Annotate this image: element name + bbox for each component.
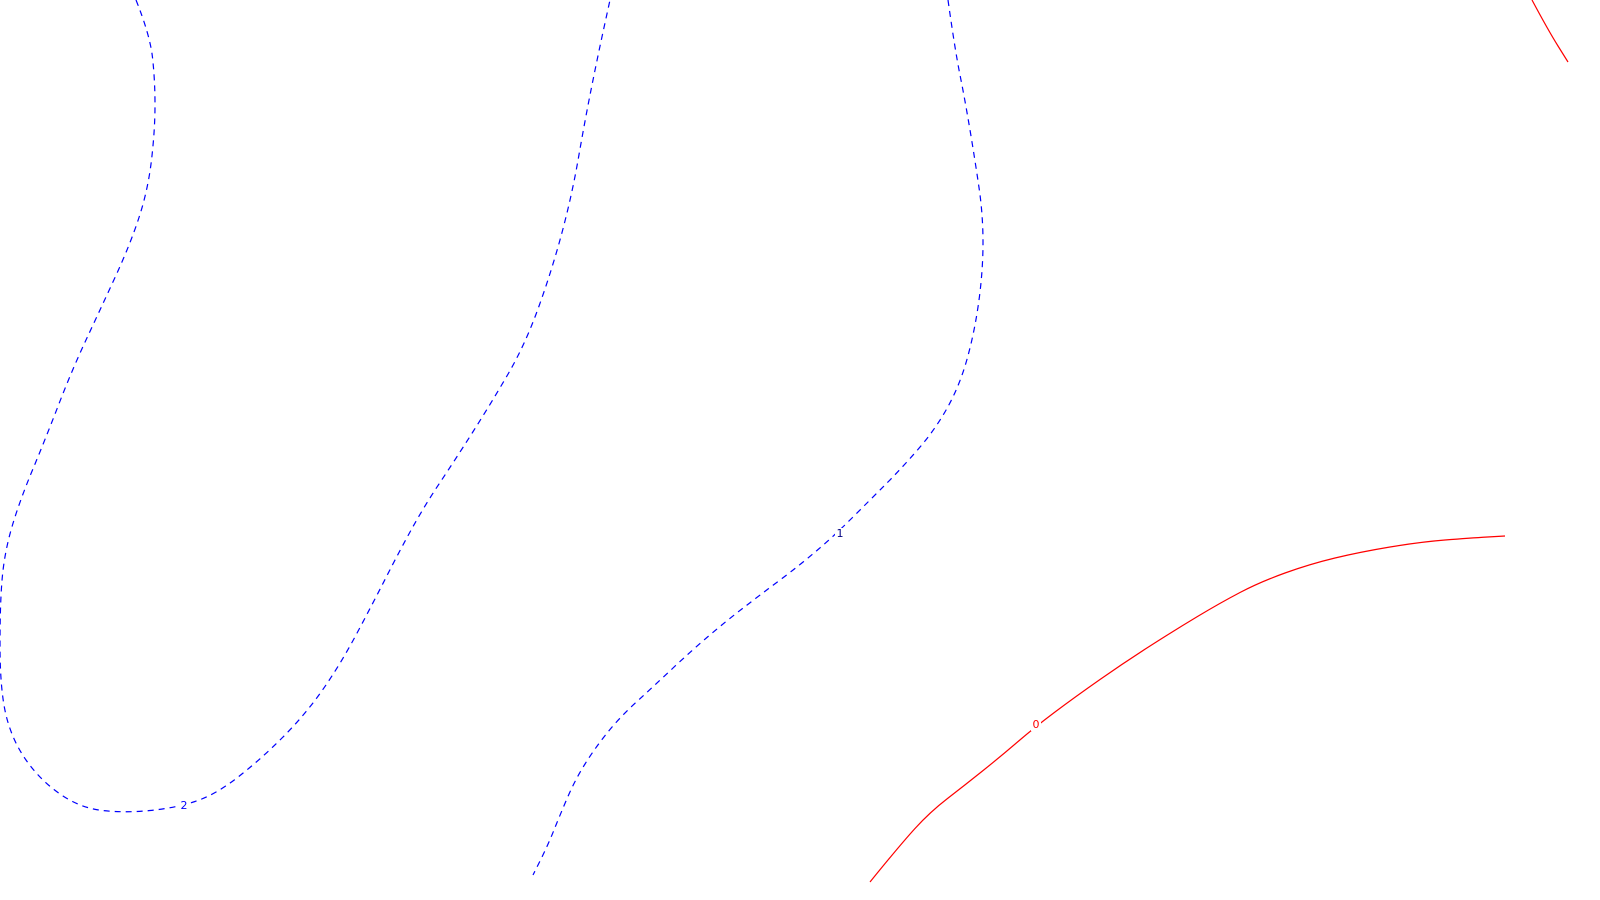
contour-label-backing-0 <box>179 800 189 812</box>
contour-label-2: 2 <box>181 799 188 812</box>
contour-line-level-2-0 <box>0 0 611 813</box>
contour-label-1: 1 <box>837 527 844 540</box>
contour-labels: 2 1 0 <box>179 527 1041 812</box>
contour-line-level-0-2 <box>869 535 1506 883</box>
contour-label-0: 0 <box>1033 718 1040 731</box>
contour-label-backing-2 <box>1031 719 1041 731</box>
contour-line-level-0-3 <box>1531 0 1569 63</box>
contour-label-backing-1 <box>835 528 845 540</box>
